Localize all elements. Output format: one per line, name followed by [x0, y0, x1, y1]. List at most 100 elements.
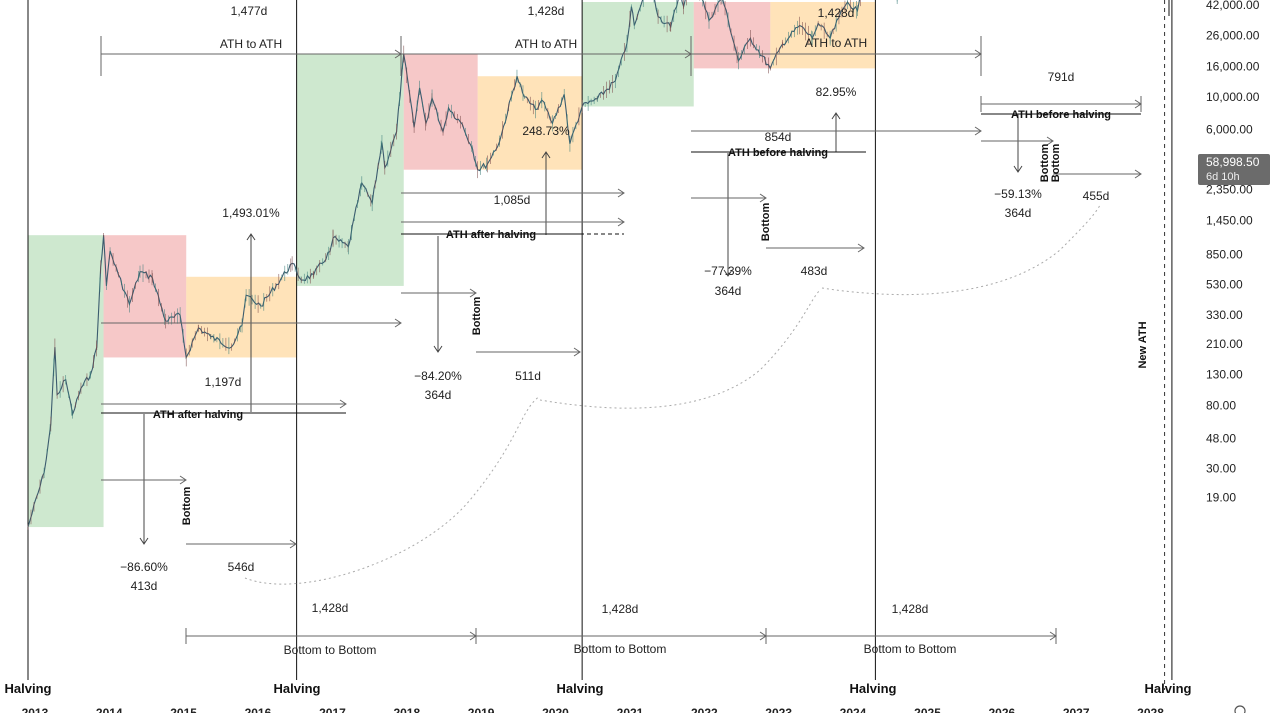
pct-label-24873: 248.73% [522, 124, 570, 138]
settings-icon [1234, 705, 1246, 713]
y-tick-label: 16,000.00 [1206, 60, 1260, 74]
x-tick-label: 2024 [840, 706, 867, 713]
drawdown-pct-2: −84.20% [414, 369, 462, 383]
bottom-to-bottom-label-1: Bottom to Bottom [284, 643, 377, 657]
y-tick-label: 210.00 [1206, 337, 1243, 351]
drawdown-days-2: 364d [425, 388, 452, 402]
drawdown-pct-3: −77.39% [704, 264, 752, 278]
drawdown-days-3: 364d [715, 284, 742, 298]
y-tick-label: 19.00 [1206, 491, 1236, 505]
drawdown-pct-1: −86.60% [120, 560, 168, 574]
annotations [100, 36, 1142, 644]
region-orange-9 [770, 2, 876, 69]
region-red-2 [103, 235, 187, 358]
bottom-to-bottom-label-2: Bottom to Bottom [574, 642, 667, 656]
x-tick-label: 2018 [393, 706, 420, 713]
drawdown-mid-arrow-4-head [1046, 136, 1054, 146]
pct-149301-arrow-head [246, 233, 256, 241]
bottom-span-arrow-2-head [573, 347, 581, 357]
drawdown-arrow-3-head [723, 269, 733, 277]
bottom-to-bottom-span-3: 1,428d [892, 602, 929, 616]
region-orange-6 [477, 76, 583, 170]
drawdown-days-1: 413d [131, 579, 158, 593]
drawdown-arrow-4-head [1013, 165, 1023, 173]
halving-label-3: Halving [557, 681, 604, 696]
price-series [27, 0, 898, 530]
bottom-label-2: Bottom [471, 297, 483, 336]
y-tick-label: 6,000.00 [1206, 122, 1253, 136]
span-label-1428-top-b: 1,428d [818, 6, 855, 20]
bottom-span-546: 546d [228, 560, 255, 574]
reference-lines [27, 0, 1173, 690]
x-tick-label: 2022 [691, 706, 718, 713]
drawdown-mid-arrow-3-head [759, 193, 767, 203]
x-tick-label: 2017 [319, 706, 346, 713]
halving-label-2: Halving [274, 681, 321, 696]
y-tick-label: 130.00 [1206, 368, 1243, 382]
bottom-to-bottom-span-1: 1,428d [312, 601, 349, 615]
y-tick-label: 2,350.00 [1206, 182, 1253, 196]
bottom-label-5: Bottom [1050, 144, 1062, 183]
span-854-arrow-head [974, 126, 982, 136]
y-tick-label: 26,000.00 [1206, 29, 1260, 43]
pct-label-149301: 1,493.01% [222, 206, 280, 220]
price-badge-bg [1198, 154, 1270, 185]
price-badge-countdown: 6d 10h [1206, 171, 1240, 183]
y-tick-label: 30.00 [1206, 461, 1236, 475]
bottom-to-bottom-label-3: Bottom to Bottom [864, 642, 957, 656]
bottom-label-3: Bottom [760, 203, 772, 242]
bottom-to-bottom-span-2: 1,428d [602, 602, 639, 616]
ath-before-halving-label-2: ATH before halving [1011, 109, 1111, 121]
y-tick-label: 850.00 [1206, 248, 1243, 262]
drawdown-pct-4: −59.13% [994, 187, 1042, 201]
current-price-badge: 58,998.50 6d 10h [1198, 154, 1270, 185]
bottom-span-455: 455d [1083, 189, 1110, 203]
pct-24873-arrow-head [541, 151, 551, 159]
drawdown-arrow-1-head [139, 537, 149, 545]
halving-label-5: Halving [1145, 681, 1192, 696]
ath-to-ath-label-3: ATH to ATH [805, 36, 867, 50]
pct-label-8295: 82.95% [816, 85, 857, 99]
region-red-5 [403, 54, 478, 170]
pct-8295-arrow-head [831, 112, 841, 120]
drawdown-days-4: 364d [1005, 206, 1032, 220]
y-tick-label: 530.00 [1206, 278, 1243, 292]
price-badge-value: 58,998.50 [1206, 155, 1260, 169]
x-tick-label: 2028 [1137, 706, 1164, 713]
drawdown-arrow-2-head [433, 345, 443, 353]
x-tick-label: 2025 [914, 706, 941, 713]
x-tick-label: 2019 [468, 706, 495, 713]
ath-to-ath-label-1: ATH to ATH [220, 37, 282, 51]
x-tick-label: 2023 [765, 706, 792, 713]
x-tick-label: 2015 [170, 706, 197, 713]
halving-label-1: Halving [5, 681, 52, 696]
x-tick-label: 2016 [245, 706, 272, 713]
x-tick-label: 2020 [542, 706, 569, 713]
annotation-labels: 1,477d 1,428d 1,428d ATH to ATH ATH to A… [5, 4, 1192, 696]
y-tick-label: 10,000.00 [1206, 90, 1260, 104]
ath-before-halving-label-1: ATH before halving [728, 147, 828, 159]
x-tick-label: 2013 [22, 706, 49, 713]
drawdown-mid-arrow-2-head [469, 288, 477, 298]
ath-after-halving-label-2: ATH after halving [446, 229, 536, 241]
drawdown-mid-arrow-1-head [179, 475, 187, 485]
bottom-span-arrow-3-head [857, 243, 865, 253]
x-tick-label: 2027 [1063, 706, 1090, 713]
x-tick-label: 2014 [96, 706, 123, 713]
span-label-1085: 1,085d [494, 193, 531, 207]
span-label-854: 854d [765, 130, 792, 144]
price-line [27, 0, 861, 528]
halving-label-4: Halving [850, 681, 897, 696]
level-1150-arrow-head [394, 318, 402, 328]
bottom-label-4: Bottom [1039, 144, 1051, 183]
span-label-1477: 1,477d [231, 4, 268, 18]
y-tick-label: 42,000.00 [1206, 0, 1260, 12]
cycle-curve-2 [539, 289, 821, 409]
x-tick-label: 2021 [617, 706, 644, 713]
span-label-791: 791d [1048, 70, 1075, 84]
x-tick-label: 2026 [989, 706, 1016, 713]
ath-after-halving-label-1: ATH after halving [153, 409, 243, 421]
cycle-curve-1 [244, 395, 541, 585]
region-green-4 [296, 54, 404, 286]
